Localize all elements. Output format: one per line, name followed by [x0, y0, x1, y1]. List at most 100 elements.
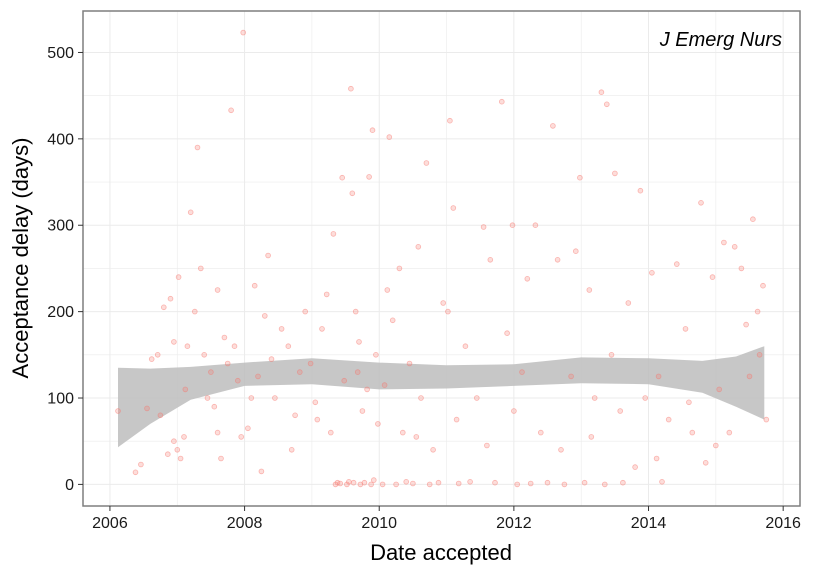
- scatter-point: [514, 481, 520, 488]
- scatter-point: [204, 395, 211, 401]
- x-tick-label: 2006: [92, 515, 128, 532]
- scatter-point: [369, 127, 376, 133]
- scatter-point: [591, 395, 598, 401]
- scatter-point: [655, 373, 662, 380]
- scatter-point: [375, 421, 381, 427]
- scatter-point: [272, 395, 278, 401]
- scatter-point: [480, 224, 487, 230]
- scatter-point: [524, 275, 531, 282]
- scatter-point: [435, 479, 442, 486]
- scatter-point: [381, 382, 388, 388]
- scatter-point: [359, 408, 366, 414]
- x-tick-label: 2016: [765, 515, 801, 532]
- scatter-point: [235, 377, 241, 384]
- scatter-point: [356, 339, 362, 345]
- scatter-point: [182, 386, 189, 393]
- scatter-point: [537, 429, 544, 436]
- scatter-point: [248, 395, 255, 401]
- scatter-point: [750, 216, 756, 223]
- x-axis-title: Date accepted: [370, 540, 512, 565]
- y-tick-label: 500: [47, 45, 74, 62]
- scatter-point: [245, 425, 251, 432]
- y-tick-label: 400: [47, 131, 74, 148]
- scatter-point: [255, 373, 261, 380]
- x-tick-label: 2012: [496, 515, 532, 532]
- scatter-point: [251, 282, 258, 289]
- scatter-point: [373, 351, 379, 358]
- scatter-point: [238, 434, 245, 440]
- y-tick-label: 100: [47, 391, 74, 408]
- scatter-point: [323, 291, 330, 298]
- scatter-point: [406, 360, 413, 367]
- scatter-point: [379, 481, 386, 488]
- scatter-point: [544, 479, 551, 486]
- scatter-point: [115, 408, 121, 414]
- scatter-point: [492, 479, 498, 486]
- scatter-point: [138, 461, 144, 468]
- scatter-point: [598, 89, 605, 95]
- scatter-point: [364, 386, 370, 393]
- scatter-point: [467, 478, 473, 485]
- scatter-point: [184, 343, 191, 350]
- scatter-point: [265, 252, 271, 259]
- scatter-point: [240, 29, 247, 36]
- scatter-point: [399, 429, 406, 436]
- scatter-point: [527, 480, 534, 487]
- scatter-point: [572, 248, 579, 255]
- scatter-point: [403, 478, 410, 485]
- scatter-point: [440, 300, 447, 306]
- scatter-point: [389, 317, 396, 324]
- scatter-point: [352, 308, 359, 315]
- scatter-point: [175, 274, 182, 280]
- scatter-point: [366, 174, 372, 180]
- scatter-point: [511, 408, 517, 414]
- scatter-point: [218, 455, 224, 462]
- scatter-point: [177, 455, 184, 462]
- scatter-point: [187, 209, 194, 216]
- scatter-point: [754, 308, 761, 315]
- y-axis-ticks: 0 100 200 300 400 500: [47, 45, 83, 494]
- scatter-point: [588, 434, 595, 440]
- scatter-point: [746, 373, 753, 380]
- scatter-point: [637, 187, 644, 194]
- scatter-point: [348, 85, 354, 92]
- scatter-point: [349, 190, 356, 197]
- y-axis-title: Acceptance delay (days): [8, 138, 33, 379]
- scatter-point: [554, 256, 561, 263]
- scatter-point: [181, 434, 187, 440]
- scatter-point: [415, 244, 422, 250]
- scatter-point: [702, 459, 709, 466]
- scatter-point: [712, 442, 719, 449]
- scatter-point: [418, 395, 424, 401]
- scatter-point: [423, 160, 430, 166]
- x-axis-ticks: 2006 2008 2010 2012 2014 2016: [92, 506, 801, 532]
- scatter-point: [561, 481, 568, 488]
- scatter-point: [214, 287, 221, 293]
- scatter-point: [393, 481, 399, 488]
- scatter-point: [686, 399, 692, 406]
- scatter-point: [368, 481, 374, 488]
- scatter-point: [445, 308, 451, 315]
- scatter-point: [426, 481, 433, 488]
- scatter-point: [581, 479, 588, 486]
- scatter-point: [620, 479, 626, 486]
- scatter-points: [115, 29, 770, 488]
- scatter-point: [603, 101, 610, 108]
- scatter-point: [312, 399, 319, 406]
- x-tick-label: 2014: [631, 515, 667, 532]
- scatter-point: [716, 386, 722, 393]
- scatter-point: [302, 308, 309, 315]
- scatter-point: [211, 403, 218, 410]
- panel-border: [82, 10, 801, 507]
- scatter-point: [354, 369, 361, 375]
- scatter-point: [756, 351, 763, 358]
- scatter-point: [577, 174, 583, 181]
- scatter-point: [132, 469, 139, 476]
- scatter-point: [558, 446, 564, 453]
- scatter-point: [649, 269, 655, 276]
- scatter-point: [198, 265, 204, 272]
- scatter-point: [617, 408, 623, 414]
- y-tick-label: 0: [65, 477, 74, 494]
